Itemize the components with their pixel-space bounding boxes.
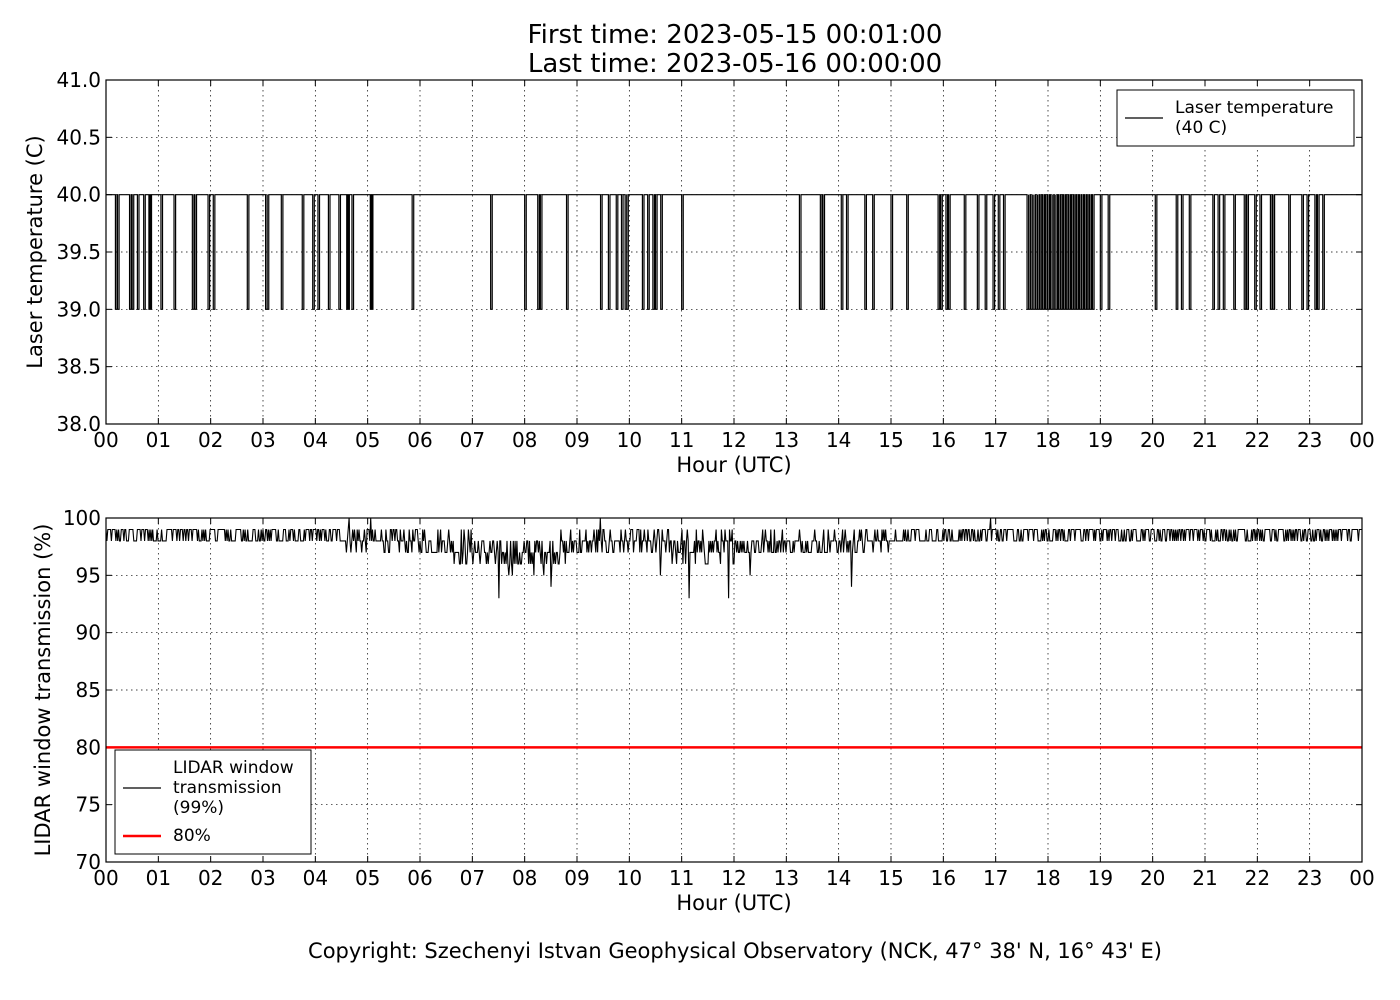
x-tick-label: 13 bbox=[774, 428, 799, 452]
y-tick-label: 80 bbox=[76, 735, 101, 759]
x-tick-label: 09 bbox=[564, 866, 589, 890]
axes-frame bbox=[105, 79, 1363, 425]
x-tick-label: 18 bbox=[1035, 866, 1060, 890]
legend-label: Laser temperature bbox=[1175, 98, 1333, 118]
legend-label: 80% bbox=[173, 826, 211, 846]
lidar-transmission-chart: 00 01 02 03 04 05 06 07 08 09 10 11 12 13 14 15 16 17 18 19… bbox=[31, 506, 1375, 915]
x-tick-label: 23 bbox=[1297, 428, 1322, 452]
x-axis-label: Hour (UTC) bbox=[676, 891, 791, 915]
y-tick-label: 39.0 bbox=[56, 297, 101, 321]
y-tick-label: 85 bbox=[76, 678, 101, 702]
x-tick-label: 06 bbox=[407, 866, 432, 890]
axes-frame bbox=[105, 517, 1363, 863]
x-tick-label: 08 bbox=[512, 428, 537, 452]
legend-label: LIDAR window bbox=[173, 758, 294, 778]
x-tick-label: 09 bbox=[564, 428, 589, 452]
x-tick-label: 08 bbox=[512, 866, 537, 890]
x-tick-label: 07 bbox=[460, 866, 485, 890]
y-axis-label: LIDAR window transmission (%) bbox=[31, 524, 55, 857]
x-tick-label: 10 bbox=[617, 866, 642, 890]
x-tick-label: 04 bbox=[303, 428, 328, 452]
x-tick-label: 15 bbox=[878, 428, 903, 452]
y-tick-label: 40.0 bbox=[56, 183, 101, 207]
x-tick-label: 19 bbox=[1088, 866, 1113, 890]
x-tick-label: 01 bbox=[146, 866, 171, 890]
x-tick-label: 15 bbox=[878, 866, 903, 890]
x-tick-label: 17 bbox=[983, 428, 1008, 452]
x-tick-label: 06 bbox=[407, 428, 432, 452]
x-tick-label: 21 bbox=[1192, 866, 1217, 890]
y-tick-label: 38.0 bbox=[56, 412, 101, 436]
y-tick-label: 95 bbox=[76, 563, 101, 587]
x-tick-label: 00 bbox=[93, 428, 118, 452]
y-tick-label: 41.0 bbox=[56, 68, 101, 92]
x-tick-label: 10 bbox=[617, 428, 642, 452]
x-tick-label: 00 bbox=[1349, 428, 1374, 452]
x-tick-label: 03 bbox=[250, 428, 275, 452]
x-tick-label: 22 bbox=[1245, 428, 1270, 452]
plot-area bbox=[106, 518, 1362, 862]
x-tick-label: 20 bbox=[1140, 866, 1165, 890]
x-tick-label: 17 bbox=[983, 866, 1008, 890]
legend-label: transmission bbox=[173, 778, 282, 798]
y-tick-label: 90 bbox=[76, 621, 101, 645]
x-tick-label: 05 bbox=[355, 428, 380, 452]
x-tick-label: 21 bbox=[1192, 428, 1217, 452]
y-tick-label: 100 bbox=[63, 506, 101, 530]
laser-temperature-line bbox=[106, 194, 1362, 310]
x-tick-label: 12 bbox=[721, 866, 746, 890]
legend-label: (99%) bbox=[173, 798, 224, 818]
x-tick-label: 07 bbox=[460, 428, 485, 452]
figure-title-line1: First time: 2023-05-15 00:01:00 bbox=[528, 20, 943, 50]
x-tick-label: 13 bbox=[774, 866, 799, 890]
x-tick-label: 03 bbox=[250, 866, 275, 890]
x-tick-label: 14 bbox=[826, 866, 851, 890]
x-tick-label: 00 bbox=[1349, 866, 1374, 890]
x-tick-label: 02 bbox=[198, 428, 223, 452]
y-tick-label: 70 bbox=[76, 850, 101, 874]
x-axis-label: Hour (UTC) bbox=[676, 453, 791, 477]
copyright-text: Copyright: Szechenyi Istvan Geophysical … bbox=[308, 939, 1162, 963]
y-tick-label: 75 bbox=[76, 793, 101, 817]
x-tick-label: 19 bbox=[1088, 428, 1113, 452]
y-axis-label: Laser temperature (C) bbox=[23, 135, 47, 368]
x-tick-label: 04 bbox=[303, 866, 328, 890]
x-tick-label: 05 bbox=[355, 866, 380, 890]
legend: Laser temperature(40 C) bbox=[1116, 89, 1355, 147]
y-tick-label: 40.5 bbox=[56, 125, 101, 149]
x-tick-label: 23 bbox=[1297, 866, 1322, 890]
lidar-transmission-line bbox=[106, 517, 1362, 599]
x-tick-label: 12 bbox=[721, 428, 746, 452]
legend-label: (40 C) bbox=[1175, 118, 1227, 138]
y-tick-label: 38.5 bbox=[56, 355, 101, 379]
laser-temperature-chart: 00 01 02 03 04 05 06 07 08 09 10 11 12 13 14 15 16 17 18 19… bbox=[23, 68, 1375, 477]
x-tick-label: 20 bbox=[1140, 428, 1165, 452]
x-tick-label: 01 bbox=[146, 428, 171, 452]
x-tick-label: 14 bbox=[826, 428, 851, 452]
y-tick-label: 39.5 bbox=[56, 240, 101, 264]
x-tick-label: 22 bbox=[1245, 866, 1270, 890]
x-tick-label: 18 bbox=[1035, 428, 1060, 452]
figure-title-line2: Last time: 2023-05-16 00:00:00 bbox=[528, 49, 942, 79]
x-tick-label: 11 bbox=[669, 866, 694, 890]
x-tick-label: 16 bbox=[931, 866, 956, 890]
x-tick-label: 02 bbox=[198, 866, 223, 890]
x-tick-label: 16 bbox=[931, 428, 956, 452]
x-tick-label: 00 bbox=[93, 866, 118, 890]
x-tick-label: 11 bbox=[669, 428, 694, 452]
